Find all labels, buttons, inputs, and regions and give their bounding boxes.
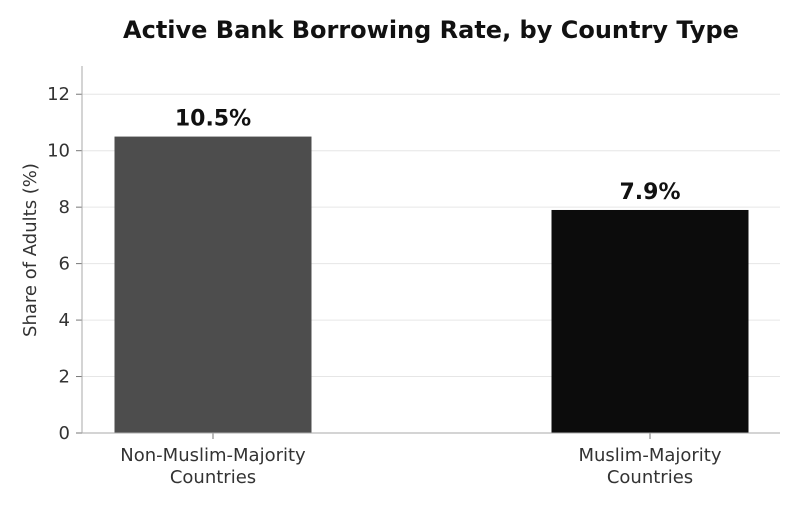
y-tick-label: 6 [59,254,70,275]
bar-value-label: 7.9% [619,180,680,205]
y-axis-label: Share of Adults (%) [20,163,41,337]
bars [114,136,749,434]
y-tick-label: 2 [59,367,70,388]
x-tick-label: Non-Muslim-Majority Countries [120,445,306,488]
axes [76,66,780,439]
y-tick-label: 12 [47,84,70,105]
y-tick-label: 4 [59,310,70,331]
bar [551,209,749,433]
labels: 0 2 4 6 8 10 12 10.5% Non-Muslim-Majority Countri… [47,84,722,488]
bar-value-label: 10.5% [175,107,251,132]
y-tick-label: 10 [47,141,70,162]
y-tick-label: 0 [59,423,70,444]
bar [114,136,312,434]
y-tick-label: 8 [59,197,70,218]
chart-title: Active Bank Borrowing Rate, by Country T… [123,16,739,44]
x-tick-label: Muslim-Majority Countries [578,445,721,488]
